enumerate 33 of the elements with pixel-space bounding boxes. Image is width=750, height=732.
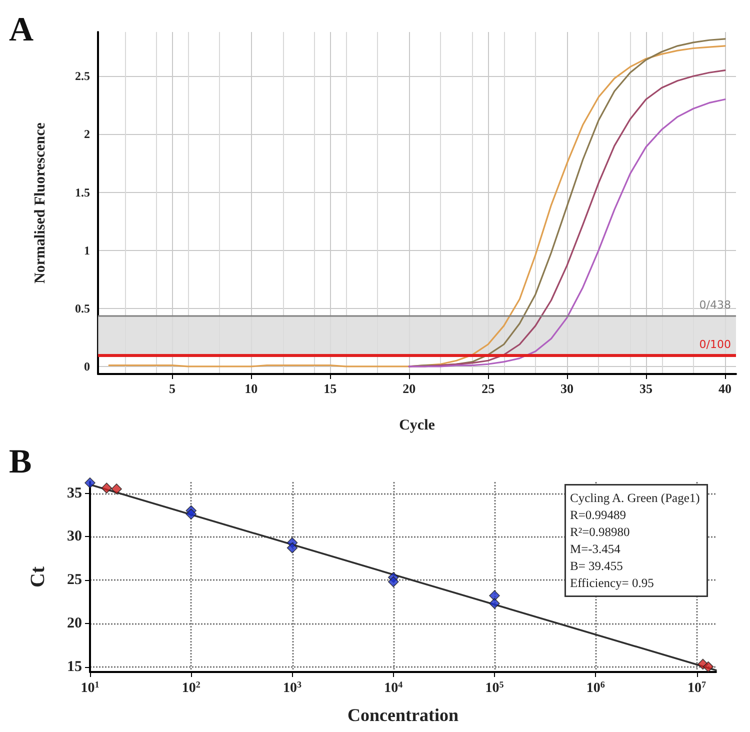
y-tick-label: 1.5 [75, 185, 90, 200]
ref-line-label: 0/438 [699, 298, 731, 312]
annotation: R=0.99489 [570, 508, 626, 522]
y-tick-label: 15 [67, 658, 82, 675]
y-tick-label: 2.5 [75, 69, 90, 84]
annotation: Cycling A. Green (Page1) [570, 491, 700, 505]
y-tick-label: 0 [84, 359, 90, 374]
y-axis-title: Ct [27, 566, 49, 588]
x-axis-title: Concentration [348, 705, 458, 725]
x-tick-label: 25 [482, 381, 496, 396]
x-tick-label: 15 [324, 381, 338, 396]
chart-title: A [9, 12, 34, 48]
x-tick-label: 20 [402, 381, 416, 396]
x-tick-label: 40 [718, 381, 732, 396]
y-tick-label: 25 [67, 572, 82, 588]
y-tick-label: 0.5 [75, 301, 90, 316]
x-tick-label: 5 [168, 381, 176, 396]
y-tick-label: 2 [84, 127, 90, 142]
y-tick-label: 35 [67, 485, 82, 502]
x-tick-label: 30 [560, 381, 574, 396]
y-tick-label: 20 [67, 615, 82, 632]
annotation: Efficiency= 0.95 [570, 576, 654, 590]
y-axis-title: Normalised Fluorescence [32, 122, 48, 284]
y-tick-label: 1 [84, 243, 90, 258]
ref-line-label: 0/100 [699, 338, 731, 351]
x-tick-label: 10 [244, 381, 258, 396]
chart-title: B [9, 444, 32, 480]
annotation: B= 39.455 [570, 559, 623, 573]
annotation: R²=0.98980 [570, 525, 630, 539]
y-tick-label: 30 [67, 528, 82, 545]
x-tick-label: 35 [639, 381, 653, 396]
annotation: M=-3.454 [570, 542, 622, 556]
x-axis-title: Cycle [399, 418, 436, 434]
